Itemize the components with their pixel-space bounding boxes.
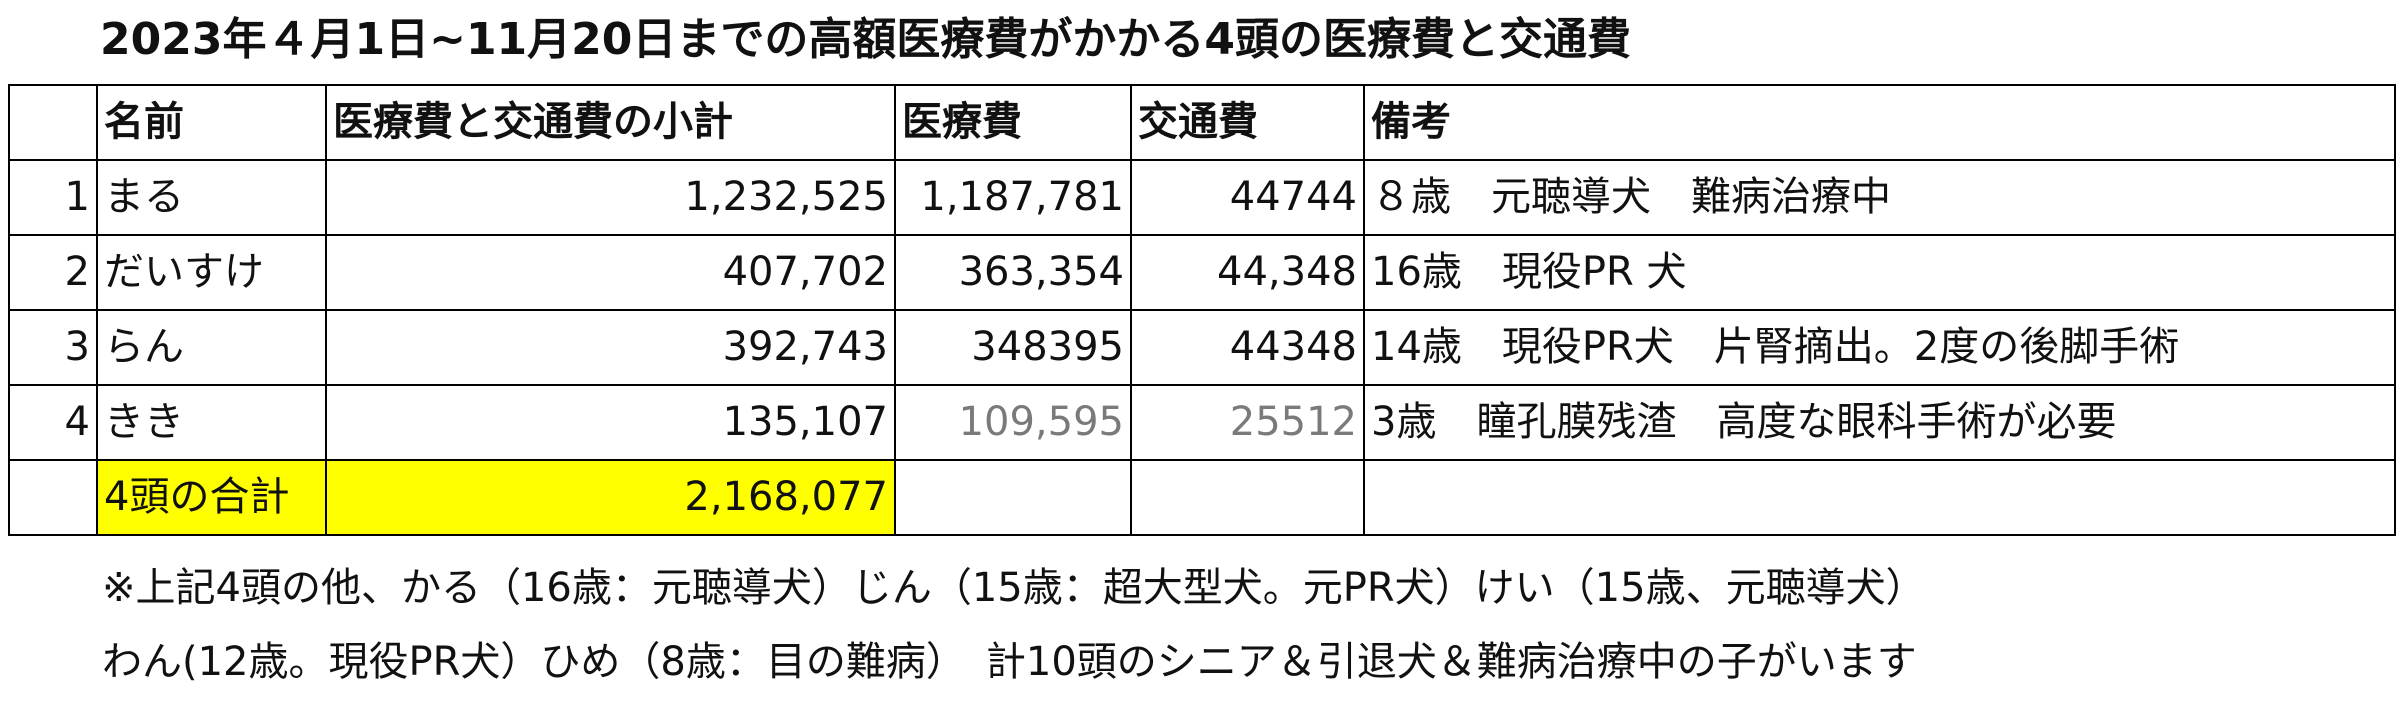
total-row: 4頭の合計 2,168,077 [8,459,2396,536]
row-name: だいすけ [96,234,327,311]
row-index: 4 [8,384,98,461]
header-medical: 医療費 [894,84,1132,161]
row-transport: 44348 [1130,309,1365,386]
row-transport: 44744 [1130,159,1365,236]
header-subtotal: 医療費と交通費の小計 [325,84,896,161]
row-name: まる [96,159,327,236]
row-name: きき [96,384,327,461]
table-row: 1 まる 1,232,525 1,187,781 44744 ８歳 元聴導犬 難… [8,159,2396,236]
row-subtotal: 135,107 [325,384,896,461]
header-index [8,84,98,161]
medical-cost-table: 名前 医療費と交通費の小計 医療費 交通費 備考 1 まる 1,232,525 … [8,84,2396,536]
row-subtotal: 392,743 [325,309,896,386]
table-row: 2 だいすけ 407,702 363,354 44,348 16歳 現役PR 犬 [8,234,2396,311]
row-transport: 25512 [1130,384,1365,461]
row-index: 1 [8,159,98,236]
table-header-row: 名前 医療費と交通費の小計 医療費 交通費 備考 [8,84,2396,161]
total-transport-cell [1130,459,1365,536]
total-index-cell [8,459,98,536]
header-remarks: 備考 [1363,84,2396,161]
row-medical: 363,354 [894,234,1132,311]
row-remarks: 14歳 現役PR犬 片腎摘出。2度の後脚手術 [1363,309,2396,386]
row-transport: 44,348 [1130,234,1365,311]
row-index: 3 [8,309,98,386]
footnote-line-1: ※上記4頭の他、かる（16歳：元聴導犬）じん（15歳：超大型犬。元PR犬）けい（… [102,565,1926,611]
row-index: 2 [8,234,98,311]
total-medical-cell [894,459,1132,536]
total-value: 2,168,077 [325,459,896,536]
row-medical: 348395 [894,309,1132,386]
row-subtotal: 1,232,525 [325,159,896,236]
table-row: 3 らん 392,743 348395 44348 14歳 現役PR犬 片腎摘出… [8,309,2396,386]
footnote-line-2: わん(12歳。現役PR犬）ひめ（8歳：目の難病） 計10頭のシニア＆引退犬＆難病… [102,639,1917,685]
row-subtotal: 407,702 [325,234,896,311]
row-medical: 109,595 [894,384,1132,461]
row-remarks: 16歳 現役PR 犬 [1363,234,2396,311]
row-medical: 1,187,781 [894,159,1132,236]
total-label: 4頭の合計 [96,459,327,536]
row-remarks: ８歳 元聴導犬 難病治療中 [1363,159,2396,236]
total-remarks-cell [1363,459,2396,536]
page-title: 2023年４月1日~11月20日までの高額医療費がかかる4頭の医療費と交通費 [100,14,1632,65]
header-transport: 交通費 [1130,84,1365,161]
table-row: 4 きき 135,107 109,595 25512 3歳 瞳孔膜残渣 高度な眼… [8,384,2396,461]
row-remarks: 3歳 瞳孔膜残渣 高度な眼科手術が必要 [1363,384,2396,461]
row-name: らん [96,309,327,386]
header-name: 名前 [96,84,327,161]
